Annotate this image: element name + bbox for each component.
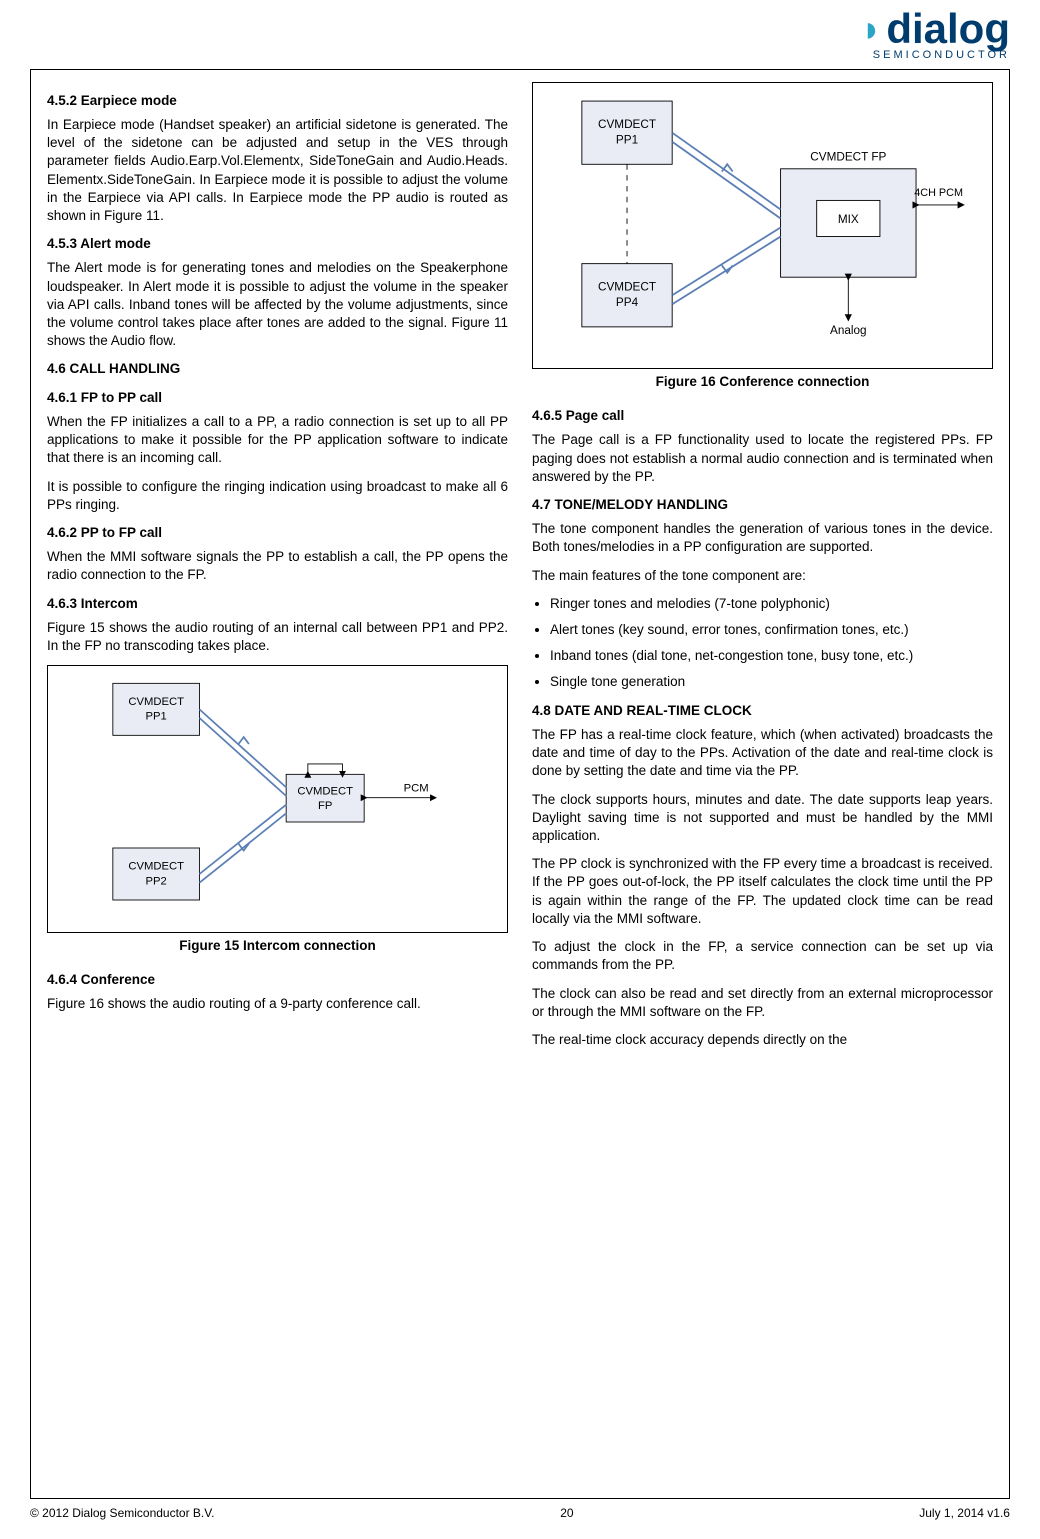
svg-text:CVMDECT: CVMDECT (297, 786, 353, 798)
figure-15-caption: Figure 15 Intercom connection (47, 937, 508, 955)
list-47: Ringer tones and melodies (7-tone polyph… (532, 595, 993, 692)
figure-16-caption: Figure 16 Conference connection (532, 373, 993, 391)
logo: ◗ dialog SEMICONDUCTOR (861, 10, 1010, 63)
logo-icon: ◗ (861, 13, 883, 45)
svg-text:MIX: MIX (838, 213, 859, 226)
para-48-1: The FP has a real-time clock feature, wh… (532, 726, 993, 781)
heading-461: 4.6.1 FP to PP call (47, 389, 508, 407)
heading-453: 4.5.3 Alert mode (47, 235, 508, 253)
header: ◗ dialog SEMICONDUCTOR (30, 10, 1010, 63)
para-47-1: The tone component handles the generatio… (532, 520, 993, 556)
para-453: The Alert mode is for generating tones a… (47, 259, 508, 350)
para-48-4: To adjust the clock in the FP, a service… (532, 938, 993, 974)
footer: © 2012 Dialog Semiconductor B.V. 20 July… (30, 1505, 1010, 1521)
svg-text:PP4: PP4 (616, 296, 639, 309)
svg-text:PP1: PP1 (616, 133, 638, 146)
para-48-3: The PP clock is synchronized with the FP… (532, 855, 993, 928)
right-column: CVMDECT PP1 CVMDECT PP4 CVMDECT FP M (532, 82, 993, 1060)
svg-text:CVMDECT: CVMDECT (128, 861, 184, 873)
figure-15: CVMDECT PP1 CVMDECT PP2 CVMDECT FP (47, 665, 508, 932)
left-column: 4.5.2 Earpiece mode In Earpiece mode (Ha… (47, 82, 508, 1060)
logo-text: dialog (886, 10, 1010, 48)
svg-text:CVMDECT FP: CVMDECT FP (810, 150, 886, 163)
para-465: The Page call is a FP functionality used… (532, 431, 993, 486)
heading-465: 4.6.5 Page call (532, 407, 993, 425)
list-item: Ringer tones and melodies (7-tone polyph… (550, 595, 993, 613)
para-47-2: The main features of the tone component … (532, 567, 993, 585)
footer-left: © 2012 Dialog Semiconductor B.V. (30, 1505, 215, 1521)
svg-text:PCM: PCM (404, 783, 429, 795)
logo-subtext: SEMICONDUCTOR (861, 48, 1010, 63)
para-463: Figure 15 shows the audio routing of an … (47, 619, 508, 655)
para-461-1: When the FP initializes a call to a PP, … (47, 413, 508, 468)
heading-462: 4.6.2 PP to FP call (47, 524, 508, 542)
para-452: In Earpiece mode (Handset speaker) an ar… (47, 116, 508, 225)
para-461-2: It is possible to configure the ringing … (47, 478, 508, 514)
para-48-6: The real-time clock accuracy depends dir… (532, 1031, 993, 1049)
list-item: Inband tones (dial tone, net-congestion … (550, 647, 993, 665)
heading-452: 4.5.2 Earpiece mode (47, 92, 508, 110)
heading-46: 4.6 CALL HANDLING (47, 360, 508, 378)
footer-right: July 1, 2014 v1.6 (919, 1505, 1010, 1521)
heading-464: 4.6.4 Conference (47, 971, 508, 989)
svg-text:4CH PCM: 4CH PCM (914, 187, 963, 199)
heading-48: 4.8 DATE AND REAL-TIME CLOCK (532, 702, 993, 720)
footer-center: 20 (560, 1505, 573, 1521)
list-item: Alert tones (key sound, error tones, con… (550, 621, 993, 639)
svg-text:PP1: PP1 (146, 711, 167, 723)
svg-text:FP: FP (318, 800, 332, 812)
para-462: When the MMI software signals the PP to … (47, 548, 508, 584)
svg-text:PP2: PP2 (146, 876, 167, 888)
svg-text:CVMDECT: CVMDECT (128, 696, 184, 708)
content-frame: 4.5.2 Earpiece mode In Earpiece mode (Ha… (30, 69, 1010, 1499)
list-item: Single tone generation (550, 673, 993, 691)
svg-text:Analog: Analog (830, 324, 867, 337)
svg-text:CVMDECT: CVMDECT (598, 118, 656, 131)
para-464: Figure 16 shows the audio routing of a 9… (47, 995, 508, 1013)
para-48-5: The clock can also be read and set direc… (532, 985, 993, 1021)
para-48-2: The clock supports hours, minutes and da… (532, 791, 993, 846)
heading-463: 4.6.3 Intercom (47, 595, 508, 613)
figure-16: CVMDECT PP1 CVMDECT PP4 CVMDECT FP M (532, 82, 993, 369)
svg-text:CVMDECT: CVMDECT (598, 280, 656, 293)
heading-47: 4.7 TONE/MELODY HANDLING (532, 496, 993, 514)
